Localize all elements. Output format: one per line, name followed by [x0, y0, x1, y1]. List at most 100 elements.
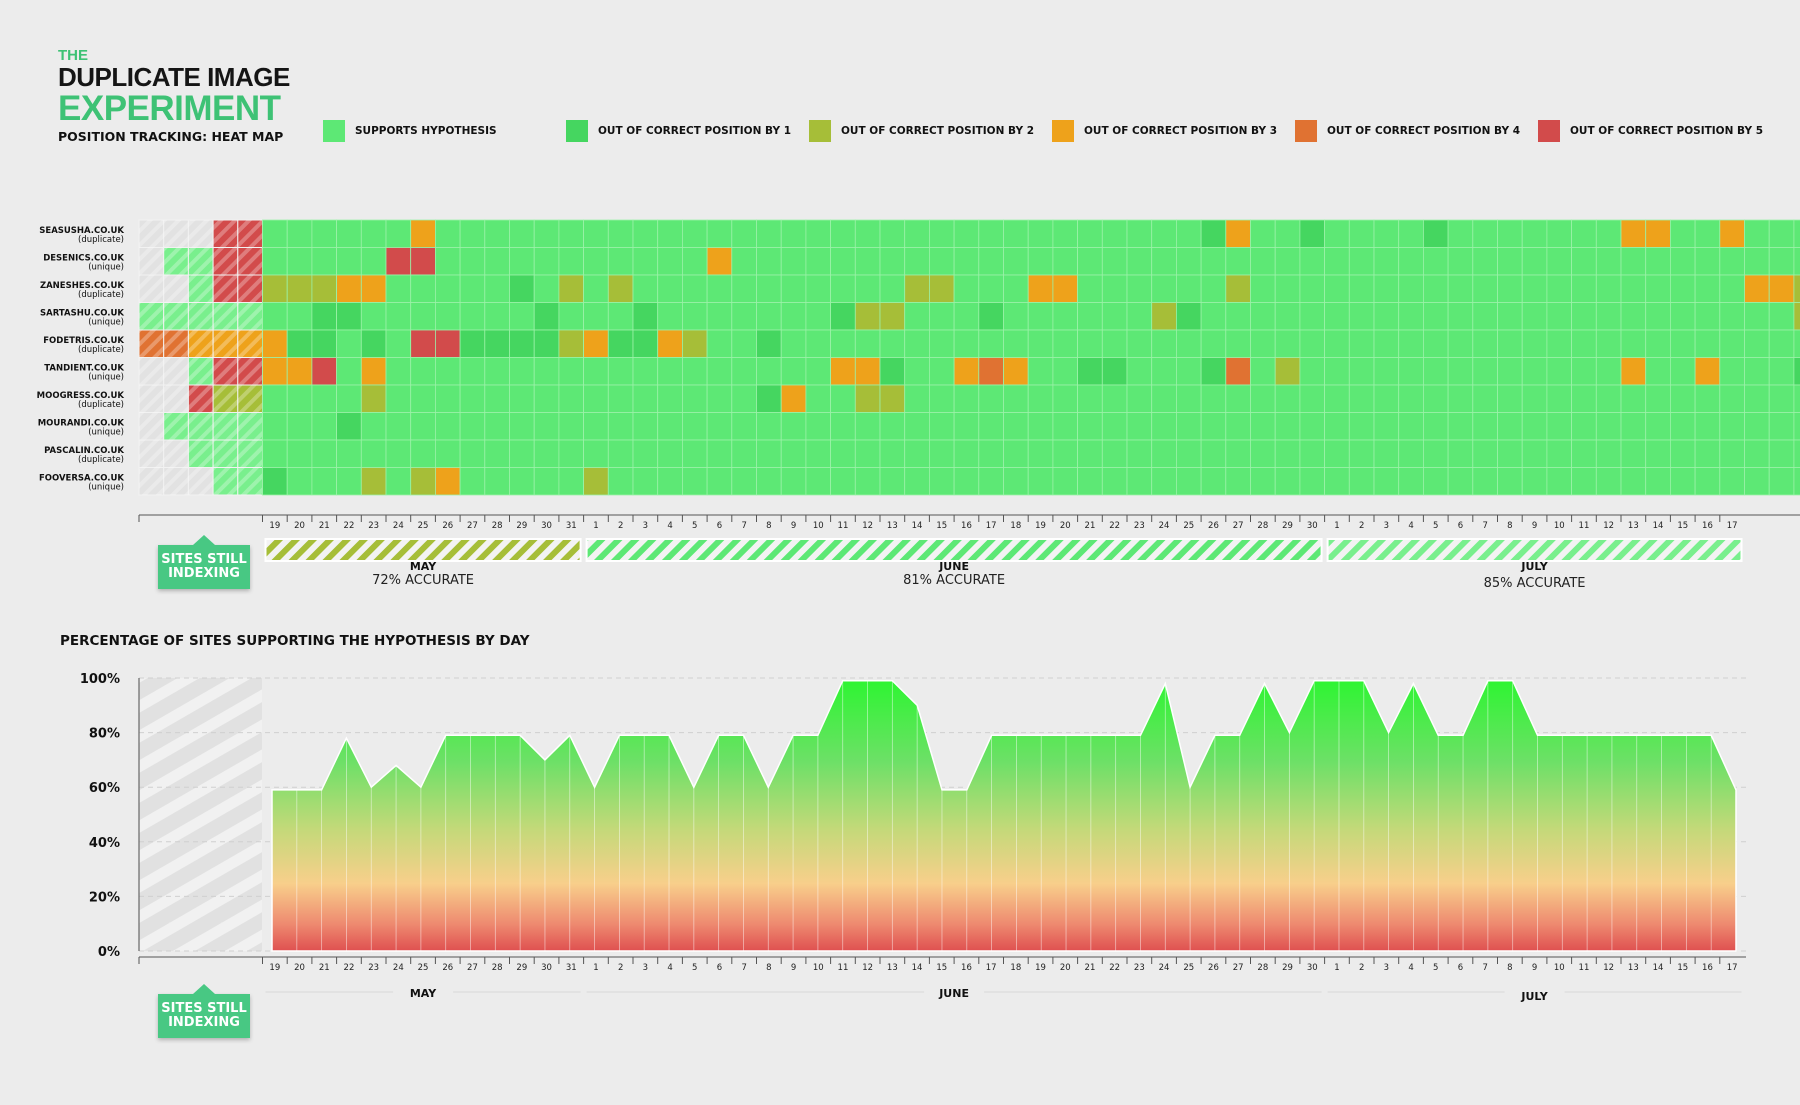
heatmap-cell	[1250, 467, 1276, 496]
heatmap-cell	[1768, 302, 1795, 331]
heatmap-day-label: 22	[344, 521, 355, 531]
heatmap-index-cell-stripe	[163, 247, 189, 275]
area-indexing-badge: SITES STILL INDEXING	[158, 984, 250, 1038]
heatmap-cell	[1423, 329, 1449, 358]
heatmap-row-label: PASCALIN.CO.UK	[44, 446, 124, 456]
heatmap-cell	[558, 439, 585, 468]
heatmap-cell	[854, 412, 881, 441]
heatmap-day-label: 16	[1702, 521, 1713, 531]
heatmap-cell	[1077, 384, 1103, 413]
heatmap-index-cell-stripe	[139, 467, 164, 495]
heatmap-day-label: 10	[1554, 521, 1565, 531]
heatmap-cell	[311, 412, 337, 441]
heatmap-cell	[1472, 439, 1498, 468]
heatmap-cell	[1373, 274, 1400, 303]
heatmap-cell	[1497, 439, 1523, 468]
heatmap-index-cell-stripe	[139, 330, 164, 358]
heatmap-cell	[1472, 412, 1498, 441]
heatmap-cell	[682, 412, 708, 441]
area-indexing-badge-text: SITES STILL INDEXING	[161, 1001, 247, 1030]
heatmap-cell	[1200, 439, 1227, 468]
heatmap-cell	[484, 384, 510, 413]
heatmap-indexing-badge-text: SITES STILL INDEXING	[161, 552, 247, 581]
heatmap-day-label: 6	[1458, 521, 1463, 531]
heatmap-cell	[385, 412, 412, 441]
heatmap-cell	[1250, 302, 1276, 331]
heatmap-cell	[706, 357, 733, 386]
heatmap-cell	[607, 302, 634, 331]
heatmap-cell	[1151, 247, 1177, 276]
heatmap-cell	[1497, 274, 1523, 303]
heatmap-cell	[1521, 357, 1548, 386]
heatmap-cell	[632, 329, 659, 358]
heatmap-cell	[978, 302, 1004, 331]
heatmap-cell	[1497, 329, 1523, 358]
heatmap-cell	[286, 274, 313, 303]
heatmap-cell	[682, 329, 708, 358]
heatmap-cell	[533, 247, 560, 276]
heatmap-cell	[854, 302, 881, 331]
heatmap-cell	[1200, 412, 1227, 441]
heatmap-cell	[978, 439, 1004, 468]
heatmap-cell	[1126, 274, 1153, 303]
heatmap-cell	[1595, 439, 1622, 468]
heatmap-cell	[1744, 357, 1770, 386]
area-x-tick-label: 27	[1233, 963, 1244, 973]
heatmap-cell	[1200, 274, 1227, 303]
area-month-label: JULY	[1520, 990, 1548, 1003]
heatmap-cell	[558, 329, 585, 358]
heatmap-cell	[1423, 247, 1449, 276]
heatmap-day-label: 14	[912, 521, 923, 531]
heatmap-cell	[533, 467, 560, 496]
heatmap-cell	[756, 302, 782, 331]
heatmap-cell	[929, 274, 955, 303]
title-experiment: EXPERIMENT	[58, 89, 281, 128]
heatmap-cell	[286, 329, 313, 358]
heatmap-cell	[583, 439, 609, 468]
heatmap-cell	[1768, 247, 1795, 276]
heatmap-cell	[1299, 274, 1326, 303]
heatmap-cell	[1176, 247, 1202, 276]
heatmap-cell	[459, 439, 486, 468]
heatmap-cell	[854, 274, 881, 303]
heatmap-cell	[1571, 467, 1597, 496]
heatmap-cell	[1571, 302, 1597, 331]
heatmap-cell	[706, 329, 733, 358]
heatmap-index-cell-stripe	[237, 412, 263, 440]
heatmap-cell	[509, 412, 535, 441]
heatmap-cell	[706, 302, 733, 331]
heatmap-cell	[1299, 357, 1326, 386]
heatmap-cell	[1645, 357, 1671, 386]
heatmap-cell	[854, 357, 881, 386]
heatmap-cell	[1670, 274, 1696, 303]
heatmap-day-label: 19	[1035, 521, 1046, 531]
heatmap-row-type: (duplicate)	[78, 400, 124, 410]
heatmap-cell	[1595, 219, 1622, 248]
heatmap-cell	[360, 412, 387, 441]
heatmap-cell	[1027, 412, 1054, 441]
heatmap-index-cell-stripe	[213, 385, 238, 413]
heatmap-day-label: 5	[692, 521, 697, 531]
heatmap-row-type: (unique)	[88, 427, 124, 437]
heatmap-cell	[1151, 357, 1177, 386]
heatmap-cell	[830, 302, 856, 331]
heatmap-cell	[1225, 329, 1251, 358]
heatmap-day-label: 21	[319, 521, 330, 531]
heatmap-cell	[385, 439, 412, 468]
heatmap-cell	[1126, 247, 1153, 276]
area-x-tick-label: 30	[541, 963, 552, 973]
area-x-tick-label: 26	[442, 963, 453, 973]
heatmap-cell	[879, 302, 906, 331]
heatmap-cell	[286, 247, 313, 276]
heatmap-cell	[953, 412, 980, 441]
heatmap-row-label: SEASUSHA.CO.UK	[39, 226, 124, 236]
heatmap-cell	[1447, 439, 1474, 468]
heatmap-cell	[1373, 247, 1400, 276]
heatmap-cell	[1719, 412, 1745, 441]
heatmap-cell	[1546, 384, 1573, 413]
heatmap-cell	[1398, 302, 1424, 331]
heatmap-cell	[434, 467, 461, 496]
heatmap-index-cell-stripe	[163, 275, 189, 303]
area-x-tick-label: 9	[791, 963, 796, 973]
heatmap-cell	[583, 357, 609, 386]
